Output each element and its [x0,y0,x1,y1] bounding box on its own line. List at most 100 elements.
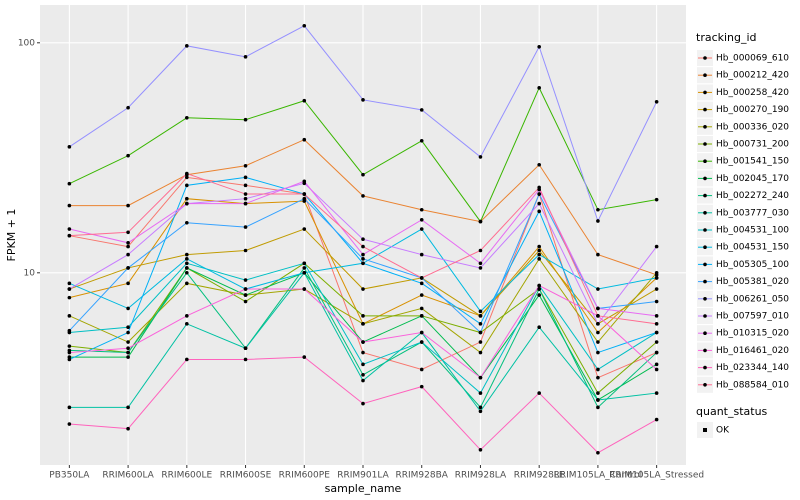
data-point [419,252,424,257]
data-point [537,201,541,206]
data-point [537,287,541,291]
data-point [67,145,72,149]
x-tick-label: RRIM928LE [514,471,565,481]
data-point [67,328,72,333]
data-point [67,281,72,286]
data-point [537,283,541,288]
data-point [126,350,130,355]
data-point [126,346,130,351]
data-point [302,23,307,28]
data-point [361,287,365,291]
data-point [537,293,541,297]
data-point [596,314,600,318]
data-point [126,306,130,311]
data-point [478,330,483,335]
data-point [654,276,659,280]
data-point [361,373,365,377]
legend-title: tracking_id [696,31,757,44]
data-point [478,309,483,314]
x-tick-label: RRIM600PE [279,471,331,481]
x-tick-label: RRIM105LA_Stressed [609,471,704,481]
data-point [126,252,130,257]
data-point [361,261,365,266]
data-point [654,271,659,275]
x-tick-label: RRIM600LE [161,471,212,481]
data-point [419,227,424,231]
data-point [419,306,424,311]
data-point [596,391,600,395]
data-point [243,163,248,168]
legend-point [703,348,707,353]
data-point [361,237,365,241]
data-point [361,172,365,177]
data-point [67,357,72,362]
data-point [654,244,659,249]
legend-point [703,228,707,232]
legend-label: Hb_005305_100 [716,260,789,270]
legend-point [703,297,707,301]
legend-label: Hb_000212_420 [716,71,789,81]
legend-label: Hb_023344_140 [716,363,789,373]
data-point [596,207,600,212]
legend-label: Hb_005381_020 [716,277,789,287]
legend-point [703,107,707,112]
data-point [185,271,189,275]
data-point [185,115,189,120]
legend-label: Hb_000069_610 [716,54,789,64]
legend-point [703,176,707,181]
data-point [185,322,189,326]
data-point [126,241,130,245]
data-point [361,244,365,249]
data-point [243,357,248,362]
data-point [478,350,483,355]
data-point [67,405,72,410]
data-point [419,330,424,335]
data-point [126,105,130,110]
x-tick-label: PB350LA [49,471,90,481]
data-point [596,450,600,455]
legend-point [703,90,707,95]
data-point [243,278,248,282]
data-point [419,293,424,297]
data-point [654,391,659,395]
data-point [419,108,424,112]
data-point [67,227,72,231]
data-point [243,346,248,351]
data-point [361,340,365,344]
data-point [419,340,424,344]
legend-point [703,245,707,249]
legend-label: Hb_007597_010 [716,312,789,322]
x-tick-label: RRIM928LA [455,471,507,481]
data-point [302,98,307,103]
data-point [478,391,483,395]
legend-label: Hb_001541_150 [716,157,789,167]
y-tick-label: 100 [18,38,35,48]
data-point [361,98,365,102]
data-point [419,217,424,222]
data-point [654,314,659,318]
data-point [126,330,130,335]
data-point [302,355,307,359]
data-point [478,155,483,159]
data-point [243,299,248,304]
legend-label: Hb_004531_150 [716,243,789,253]
data-point [67,422,72,426]
data-point [419,138,424,143]
data-point [302,261,307,266]
data-point [302,192,307,196]
x-tick-label: RRIM928BA [396,471,449,481]
data-point [537,185,541,190]
data-point [361,194,365,198]
data-point [419,207,424,212]
y-axis-title: FPKM + 1 [5,209,18,262]
data-point [185,261,189,266]
data-point [478,447,483,452]
data-point [67,314,72,318]
data-point [478,219,483,224]
legend-point [703,365,707,370]
data-point [126,340,130,344]
data-point [185,357,189,362]
data-point [126,405,130,410]
data-point [419,276,424,280]
data-point [596,340,600,344]
